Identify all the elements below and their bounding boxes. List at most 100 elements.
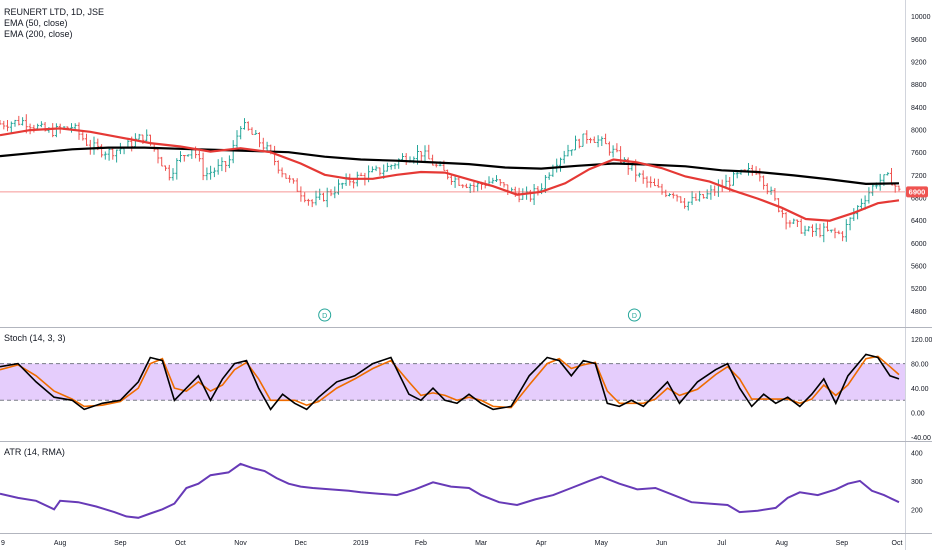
ohlc-bar <box>886 172 890 176</box>
stoch-tick-label: 40.00 <box>911 386 929 393</box>
ohlc-bar <box>848 217 852 231</box>
time-tick-label: 9 <box>1 540 5 547</box>
ohlc-bar <box>235 130 239 151</box>
ema200-line <box>0 146 900 186</box>
ohlc-bar <box>671 192 675 199</box>
ohlc-bar <box>182 155 186 162</box>
ohlc-bar <box>607 141 611 156</box>
ohlc-bar <box>871 184 875 196</box>
ohlc-bar <box>250 127 254 135</box>
ohlc-bar <box>453 175 457 188</box>
ohlc-bar <box>690 191 694 205</box>
ohlc-bar <box>841 231 845 242</box>
price-tick-label: 8800 <box>911 82 927 89</box>
ohlc-bar <box>878 173 882 191</box>
ohlc-bar <box>604 133 608 145</box>
time-tick-label: May <box>595 540 609 547</box>
ohlc-bar <box>227 155 231 169</box>
stoch-k-line <box>0 353 900 411</box>
ohlc-bar <box>581 133 585 147</box>
ohlc-bar <box>547 172 551 180</box>
time-tick-label: Aug <box>775 540 788 547</box>
ohlc-bar <box>762 175 766 190</box>
ohlc-bar <box>340 182 344 189</box>
ohlc-bar <box>495 175 498 182</box>
ohlc-bar <box>310 199 314 208</box>
price-tick-label: 6800 <box>911 196 927 203</box>
ohlc-bar <box>600 136 604 146</box>
last-price-label: 6900 <box>909 188 926 197</box>
ohlc-bar <box>419 151 423 162</box>
ohlc-bar <box>837 230 841 235</box>
atr-legend: ATR (14, RMA) <box>4 447 65 457</box>
stoch-tick-label: 120.00 <box>911 337 932 344</box>
time-tick-label: Mar <box>475 540 488 547</box>
atr-tick-label: 200 <box>911 507 923 514</box>
atr-tick-label: 300 <box>911 479 923 486</box>
ohlc-bar <box>795 219 799 227</box>
ohlc-bar <box>641 170 645 184</box>
ohlc-bar <box>337 179 340 195</box>
stoch-d-line <box>0 355 900 409</box>
ohlc-bar <box>472 182 476 193</box>
ohlc-bar <box>344 173 348 186</box>
ohlc-bar <box>126 139 130 148</box>
ohlc-bar <box>611 145 615 158</box>
ohlc-bar <box>664 189 668 198</box>
ohlc-bar <box>675 194 679 202</box>
ema50-line <box>0 127 900 222</box>
time-tick-label: Dec <box>294 540 307 547</box>
ohlc-bar <box>811 224 814 237</box>
ohlc-bar <box>754 166 758 175</box>
ohlc-bar <box>619 146 623 165</box>
price-tick-label: 8000 <box>911 128 927 135</box>
ohlc-bar <box>137 133 141 140</box>
ohlc-bar <box>683 198 687 209</box>
ohlc-bar <box>656 178 660 188</box>
ohlc-bar <box>284 173 288 179</box>
dividend-marker[interactable]: D <box>318 308 332 322</box>
ohlc-bar <box>735 171 739 179</box>
ohlc-bar <box>329 189 333 197</box>
ohlc-bar <box>145 129 149 142</box>
ohlc-bar <box>792 218 796 224</box>
ohlc-bar <box>701 194 705 199</box>
ohlc-bar <box>570 149 574 156</box>
ohlc-bar <box>273 145 277 166</box>
ohlc-bar <box>239 126 243 140</box>
ohlc-bar <box>54 123 58 138</box>
ohlc-bar <box>205 167 209 181</box>
time-tick-label: Nov <box>234 540 247 547</box>
ohlc-bar <box>160 156 164 167</box>
time-tick-label: Jun <box>656 540 667 547</box>
ohlc-bar <box>732 172 735 186</box>
ohlc-bar <box>449 175 453 185</box>
ohlc-bar <box>318 188 322 200</box>
ohlc-bar <box>17 115 21 126</box>
ohlc-bar <box>833 227 837 239</box>
time-tick-label: Sep <box>114 540 127 547</box>
ohlc-bar <box>765 183 769 195</box>
ohlc-bar <box>698 190 702 202</box>
price-bars <box>0 114 901 243</box>
ohlc-bar <box>276 160 280 174</box>
ohlc-bar <box>724 174 728 188</box>
ohlc-bar <box>464 183 468 189</box>
ohlc-bar <box>167 164 171 181</box>
ohlc-bar <box>769 186 773 195</box>
ohlc-bar <box>352 179 356 189</box>
ohlc-bar <box>803 225 807 236</box>
stoch-axis-ticks: -40.00 0.00 40.00 80.00 120.00 <box>911 337 932 442</box>
ohlc-bar <box>39 121 43 128</box>
dividend-marker[interactable]: D <box>627 308 641 322</box>
price-tick-label: 9200 <box>911 60 927 67</box>
ohlc-bar <box>13 119 17 127</box>
time-tick-label: Sep <box>836 540 849 547</box>
ohlc-bar <box>231 140 235 164</box>
ohlc-bar <box>596 135 600 148</box>
ohlc-bar <box>314 190 318 206</box>
stoch-tick-label: 0.00 <box>911 411 925 418</box>
ohlc-bar <box>216 159 220 175</box>
ohlc-bar <box>51 123 55 138</box>
